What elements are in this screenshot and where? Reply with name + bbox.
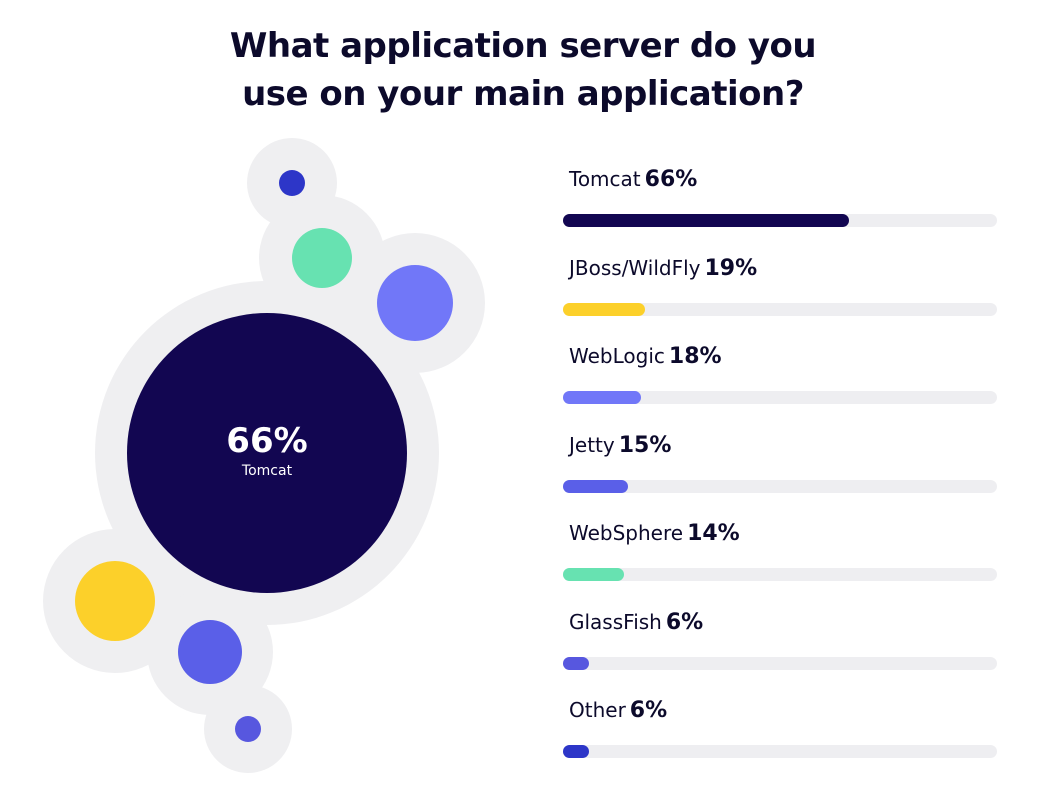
bar-value-label: 18% [668,344,722,369]
bar-fill-jboss-wildfly [563,302,645,316]
bar-fill-tomcat [563,214,849,227]
bar-category-label: Other [569,698,626,722]
bar-fill-weblogic [563,391,641,404]
bar-item-websphere: WebSphere 14% [563,514,997,603]
bar-category-label: JBoss/WildFly [569,255,701,280]
center-value: 66% [226,421,307,461]
bubble-chart: 66% Tomcat [43,138,485,773]
bar-fill-jetty [563,479,628,493]
bar-item-jetty: Jetty 15% [563,426,997,515]
bar-category-label: WebLogic [569,344,665,368]
bar-track [563,391,997,404]
bar-value-label: 14% [687,521,740,546]
bar-fill-glassfish [563,656,589,670]
bar-value-label: 19% [704,255,758,281]
bubble-glassfish [235,716,261,742]
bar-label: Jetty 15% [569,432,671,459]
bar-value-label: 66% [644,167,698,192]
bubble-other [279,170,305,196]
center-label: Tomcat [241,463,293,479]
bar-category-label: GlassFish [569,609,662,634]
bubbles [75,170,453,742]
bar-label: JBoss/WildFly 19% [569,255,757,282]
bar-label: Other 6% [569,697,667,724]
bar-item-weblogic: WebLogic 18% [563,337,997,426]
bar-track [563,568,997,581]
bar-label: Tomcat 66% [569,166,697,193]
bar-track [563,302,997,316]
bar-fill-websphere [563,568,624,581]
bar-item-other: Other 6% [563,691,997,780]
bar-track [563,214,997,227]
bar-list: Tomcat 66% JBoss/WildFly 19% WebLogic 18% Jett… [563,160,997,780]
chart-title-line-2: use on your main application? [242,74,804,114]
bar-value-label: 6% [629,698,668,723]
bar-label: GlassFish 6% [569,609,703,636]
bubble-tomcat [127,313,407,593]
bar-category-label: Jetty [569,432,615,457]
bar-item-jboss-wildfly: JBoss/WildFly 19% [563,249,997,338]
bar-label: WebLogic 18% [569,343,722,370]
chart-title: What application server do you use on yo… [0,22,1046,118]
bar-track [563,745,997,758]
bubble-websphere [292,228,352,288]
bar-label: WebSphere 14% [569,520,740,547]
bubble-jetty [178,620,242,684]
bar-category-label: WebSphere [569,521,684,545]
bar-item-tomcat: Tomcat 66% [563,160,997,249]
chart-title-line-1: What application server do you [229,26,817,66]
bubble-jboss [75,561,155,641]
bar-item-glassfish: GlassFish 6% [563,603,997,692]
bar-fill-other [563,745,589,758]
bar-value-label: 6% [665,609,704,635]
bubble-weblogic [377,265,453,341]
bar-track [563,479,997,493]
bar-category-label: Tomcat [569,167,641,191]
bar-track [563,656,997,670]
bar-value-label: 15% [618,432,672,458]
